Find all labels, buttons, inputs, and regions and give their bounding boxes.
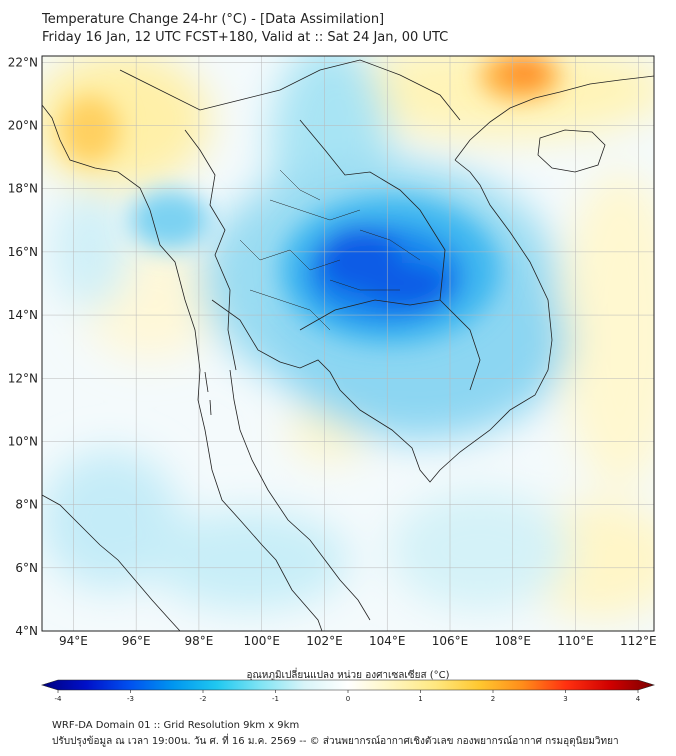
- lat-tick-label: 22°N: [8, 55, 38, 69]
- lat-tick-label: 6°N: [15, 561, 38, 575]
- map-title: Temperature Change 24-hr (°C) - [Data As…: [42, 12, 385, 27]
- lon-tick-label: 100°E: [243, 634, 280, 648]
- coastline-thai-peninsula: [229, 369, 371, 621]
- coastline-myanmar-thailand-malaysia: [42, 104, 323, 631]
- lat-tick-label: 20°N: [8, 119, 38, 133]
- colorbar-tick-label: -2: [200, 695, 207, 703]
- colorbar: [40, 679, 656, 691]
- gridlines: [42, 56, 654, 631]
- latitude-labels: 22°N 20°N 18°N 16°N 14°N 12°N 10°N 8°N 6°N 4°N: [8, 55, 38, 638]
- coastlines-and-borders: [42, 59, 654, 631]
- coastline-vietnam-china: [454, 75, 654, 161]
- lon-tick-label: 110°E: [557, 634, 594, 648]
- provinces-thailand: [239, 169, 421, 331]
- colorbar-tick-label: 2: [491, 695, 495, 703]
- colorbar-tick-label: -1: [272, 695, 279, 703]
- lon-tick-label: 112°E: [620, 634, 657, 648]
- lat-tick-label: 18°N: [8, 182, 38, 196]
- colorbar-tick-label: 4: [636, 695, 641, 703]
- colorbar-ticks: -4 -3 -2 -1 0 1 2 3 4: [55, 690, 641, 703]
- lat-tick-label: 4°N: [15, 624, 38, 638]
- lon-tick-label: 104°E: [369, 634, 406, 648]
- hainan-island: [537, 129, 606, 173]
- colorbar-tick-label: -4: [55, 695, 63, 703]
- map-frame: [41, 55, 655, 632]
- footer-model-info: WRF-DA Domain 01 :: Grid Resolution 9km …: [52, 720, 300, 731]
- border-cambodia: [299, 299, 481, 391]
- temperature-field: [42, 56, 654, 631]
- colorbar-label: อุณหภูมิเปลี่ยนแปลง หน่วย องศาเซลเซียส (…: [246, 667, 449, 681]
- andaman-islands: [204, 371, 212, 416]
- lon-tick-label: 96°E: [122, 634, 151, 648]
- colorbar-tick-label: 1: [418, 695, 422, 703]
- lat-tick-label: 14°N: [8, 308, 38, 322]
- lat-tick-label: 16°N: [8, 245, 38, 259]
- border-china-north: [119, 59, 461, 121]
- border-myanmar-thai: [184, 129, 237, 371]
- border-laos: [299, 119, 446, 301]
- coastline-sumatra: [42, 494, 181, 631]
- colorbar-tick-label: 3: [563, 695, 567, 703]
- lat-tick-label: 10°N: [8, 434, 38, 448]
- lon-tick-label: 108°E: [495, 634, 532, 648]
- colorbar-tick-label: -3: [127, 695, 134, 703]
- lat-tick-label: 8°N: [15, 498, 38, 512]
- lon-tick-label: 94°E: [59, 634, 88, 648]
- footer-credit: ปรับปรุงข้อมูล ณ เวลา 19:00น. วัน ศ. ที่…: [52, 736, 619, 747]
- lon-tick-label: 98°E: [184, 634, 213, 648]
- longitude-labels: 94°E 96°E 98°E 100°E 102°E 104°E 106°E 108°E 110…: [59, 634, 657, 648]
- coastline-gulf-of-thailand: [211, 159, 553, 483]
- lon-tick-label: 102°E: [306, 634, 343, 648]
- map-subtitle: Friday 16 Jan, 12 UTC FCST+180, Valid at…: [42, 30, 449, 45]
- lat-tick-label: 12°N: [8, 371, 38, 385]
- lon-tick-label: 106°E: [432, 634, 469, 648]
- colorbar-tick-label: 0: [346, 695, 350, 703]
